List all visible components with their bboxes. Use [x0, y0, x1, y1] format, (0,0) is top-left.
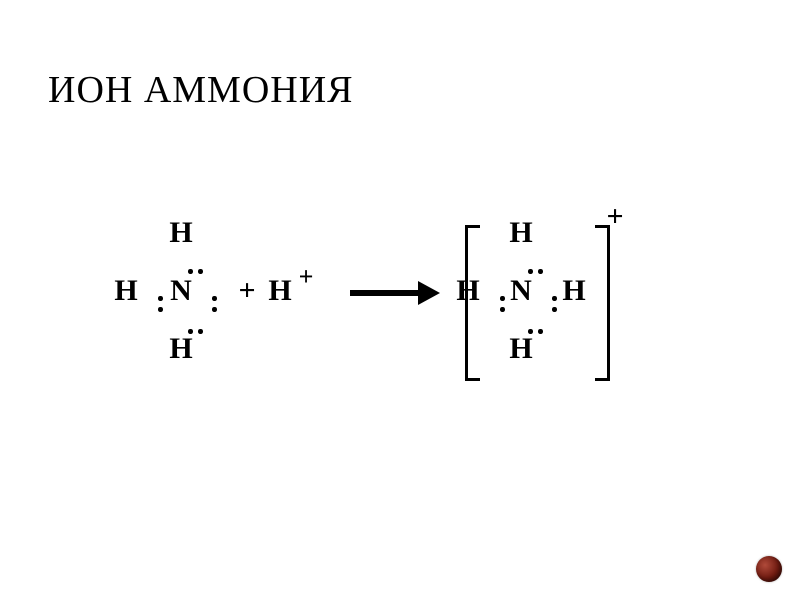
product-charge: +: [606, 202, 623, 232]
atom-h: H: [114, 276, 137, 306]
decor-circle-icon: [756, 556, 782, 582]
electron-dot: [188, 329, 193, 334]
electron-dot: [538, 329, 543, 334]
reaction-arrow-icon: [350, 281, 440, 305]
electron-dot: [528, 269, 533, 274]
electron-dot: [500, 307, 505, 312]
slide: ИОН АММОНИЯ N H H H + H +: [0, 0, 800, 600]
electron-dot: [552, 307, 557, 312]
electron-dot: [158, 307, 163, 312]
arrow-shaft: [350, 290, 418, 296]
atom-h: H: [456, 276, 479, 306]
slide-title: ИОН АММОНИЯ: [48, 68, 354, 112]
atom-h: H: [509, 218, 532, 248]
electron-dot: [500, 296, 505, 301]
atom-n: N: [510, 276, 532, 306]
atom-h: H: [169, 218, 192, 248]
atom-h: H: [509, 334, 532, 364]
electron-dot: [158, 296, 163, 301]
electron-dot: [212, 307, 217, 312]
arrow-head: [418, 281, 440, 305]
proton-charge: +: [299, 264, 314, 290]
atom-h: H: [562, 276, 585, 306]
electron-dot: [212, 296, 217, 301]
electron-dot: [188, 269, 193, 274]
electron-dot: [198, 329, 203, 334]
electron-dot: [538, 269, 543, 274]
atom-h: H: [169, 334, 192, 364]
plus-operator: +: [238, 276, 255, 306]
bracket-right: [595, 225, 610, 381]
reaction-equation: N H H H + H + + N: [120, 195, 680, 415]
electron-dot: [198, 269, 203, 274]
proton-h: H: [268, 276, 291, 306]
electron-dot: [528, 329, 533, 334]
electron-dot: [552, 296, 557, 301]
atom-n: N: [170, 276, 192, 306]
